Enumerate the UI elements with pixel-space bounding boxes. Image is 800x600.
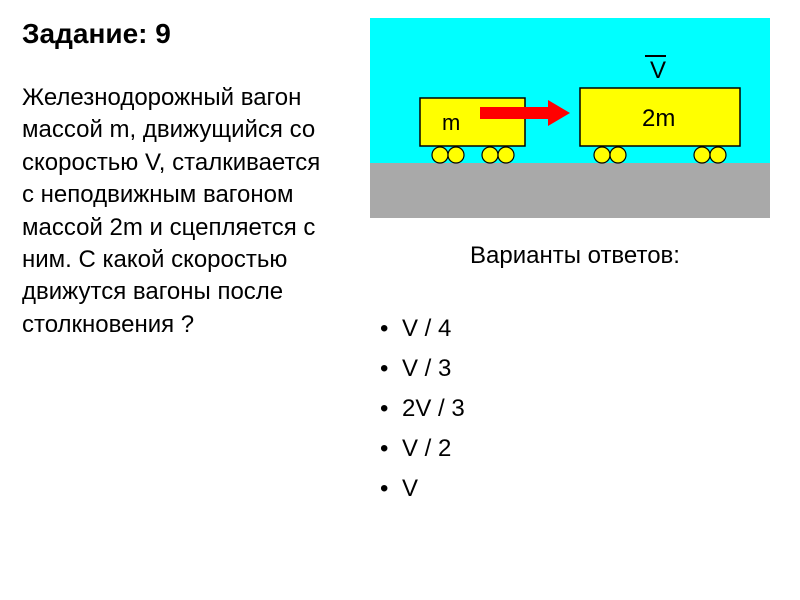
answer-option: V / 2 [380,435,465,463]
svg-text:V: V [650,57,666,84]
task-title: Задание: 9 [22,18,171,50]
svg-text:m: m [442,110,460,135]
answer-option: 2V / 3 [380,395,465,423]
problem-text: Железнодорожный вагон массой m, движущий… [22,82,332,341]
answer-option: V / 3 [380,355,465,383]
answer-option: V [380,475,465,503]
svg-text:2m: 2m [642,105,675,132]
answers-list: V / 4 V / 3 2V / 3 V / 2 V [380,315,465,515]
diagram: m 2m V [370,18,770,218]
answers-label: Варианты ответов: [470,240,680,271]
answer-option: V / 4 [380,315,465,343]
